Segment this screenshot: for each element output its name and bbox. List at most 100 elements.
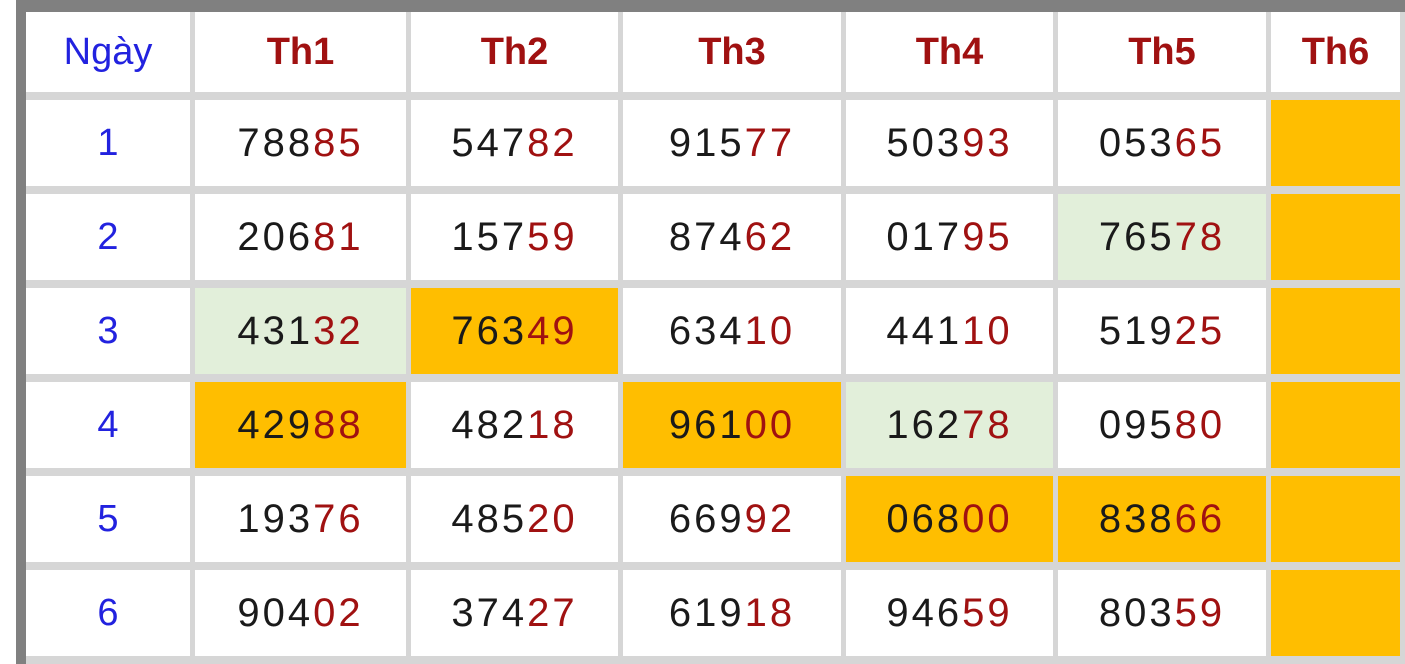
- digits-red: 78: [962, 402, 1013, 447]
- digits-black: 961: [668, 402, 745, 447]
- number-cell: 838 66: [1058, 476, 1271, 570]
- number-cell: [1271, 382, 1405, 476]
- header-cell-th5: Th5: [1058, 12, 1271, 100]
- number-cell: [1271, 194, 1405, 288]
- digits-black: 765: [1098, 214, 1175, 259]
- number-cell: 634 10: [623, 288, 846, 382]
- digits-red: 95: [962, 214, 1013, 259]
- number-cell: 788 85: [195, 100, 411, 194]
- digits-black: 519: [1098, 308, 1175, 353]
- digits-black: 482: [451, 402, 528, 447]
- digits-red: 10: [962, 308, 1013, 353]
- day-cell: 3: [26, 288, 195, 382]
- number-cell: 874 62: [623, 194, 846, 288]
- digits-red: 76: [313, 496, 364, 541]
- digits-red: 49: [527, 308, 578, 353]
- digits-red: 18: [527, 402, 578, 447]
- number-cell: 429 88: [195, 382, 411, 476]
- number-cell: 053 65: [1058, 100, 1271, 194]
- number-cell: 374 27: [411, 570, 623, 664]
- digits-red: 77: [744, 120, 796, 165]
- digits-red: 25: [1174, 308, 1226, 353]
- digits-black: 431: [237, 308, 314, 353]
- digits-red: 62: [744, 214, 796, 259]
- number-cell: [1271, 288, 1405, 382]
- digits-black: 788: [237, 120, 314, 165]
- digits-red: 88: [313, 402, 364, 447]
- number-cell: 547 82: [411, 100, 623, 194]
- digits-black: 157: [451, 214, 528, 259]
- digits-black: 838: [1098, 496, 1175, 541]
- day-cell: 4: [26, 382, 195, 476]
- digits-black: 068: [886, 496, 963, 541]
- digits-black: 904: [237, 590, 314, 635]
- number-cell: 206 81: [195, 194, 411, 288]
- digits-red: 80: [1174, 402, 1226, 447]
- digits-red: 81: [313, 214, 364, 259]
- digits-black: 763: [451, 308, 528, 353]
- digits-black: 193: [237, 496, 314, 541]
- digits-red: 93: [962, 120, 1013, 165]
- number-cell: 095 80: [1058, 382, 1271, 476]
- number-cell: 162 78: [846, 382, 1058, 476]
- digits-red: 20: [527, 496, 578, 541]
- number-cell: 431 32: [195, 288, 411, 382]
- digits-red: 32: [313, 308, 364, 353]
- digits-red: 59: [1174, 590, 1226, 635]
- digits-black: 017: [886, 214, 963, 259]
- digits-red: 02: [313, 590, 364, 635]
- table-frame: Ngày Th1 Th2 Th3 Th4 Th5 Th6 1 788 85 547 82…: [16, 0, 1405, 664]
- header-cell-th4: Th4: [846, 12, 1058, 100]
- digits-black: 485: [451, 496, 528, 541]
- digits-black: 669: [668, 496, 745, 541]
- number-cell: 193 76: [195, 476, 411, 570]
- header-cell-ngay: Ngày: [26, 12, 195, 100]
- day-cell: 5: [26, 476, 195, 570]
- number-cell: 915 77: [623, 100, 846, 194]
- number-cell: 519 25: [1058, 288, 1271, 382]
- digits-black: 441: [886, 308, 963, 353]
- digits-black: 374: [451, 590, 528, 635]
- number-cell: [1271, 476, 1405, 570]
- digits-red: 85: [313, 120, 364, 165]
- digits-red: 18: [744, 590, 796, 635]
- digits-red: 59: [962, 590, 1013, 635]
- results-table: Ngày Th1 Th2 Th3 Th4 Th5 Th6 1 788 85 547 82…: [26, 12, 1405, 664]
- digits-black: 547: [451, 120, 528, 165]
- number-cell: 503 93: [846, 100, 1058, 194]
- digits-red: 82: [527, 120, 578, 165]
- number-cell: 157 59: [411, 194, 623, 288]
- number-cell: 441 10: [846, 288, 1058, 382]
- number-cell: 068 00: [846, 476, 1058, 570]
- digits-black: 619: [668, 590, 745, 635]
- day-cell: 1: [26, 100, 195, 194]
- digits-black: 095: [1098, 402, 1175, 447]
- digits-black: 053: [1098, 120, 1175, 165]
- digits-black: 874: [668, 214, 745, 259]
- digits-black: 634: [668, 308, 745, 353]
- number-cell: 961 00: [623, 382, 846, 476]
- digits-red: 78: [1174, 214, 1226, 259]
- number-cell: 482 18: [411, 382, 623, 476]
- header-cell-th6: Th6: [1271, 12, 1405, 100]
- digits-black: 915: [668, 120, 745, 165]
- number-cell: 485 20: [411, 476, 623, 570]
- digits-red: 10: [744, 308, 796, 353]
- header-cell-th1: Th1: [195, 12, 411, 100]
- digits-red: 27: [527, 590, 578, 635]
- number-cell: 765 78: [1058, 194, 1271, 288]
- number-cell: [1271, 100, 1405, 194]
- digits-black: 206: [237, 214, 314, 259]
- digits-red: 00: [744, 402, 796, 447]
- digits-black: 429: [237, 402, 314, 447]
- day-cell: 6: [26, 570, 195, 664]
- number-cell: 669 92: [623, 476, 846, 570]
- digits-red: 59: [527, 214, 578, 259]
- header-cell-th2: Th2: [411, 12, 623, 100]
- header-cell-th3: Th3: [623, 12, 846, 100]
- digits-red: 66: [1174, 496, 1226, 541]
- number-cell: 763 49: [411, 288, 623, 382]
- digits-black: 162: [886, 402, 963, 447]
- number-cell: 017 95: [846, 194, 1058, 288]
- digits-red: 65: [1174, 120, 1226, 165]
